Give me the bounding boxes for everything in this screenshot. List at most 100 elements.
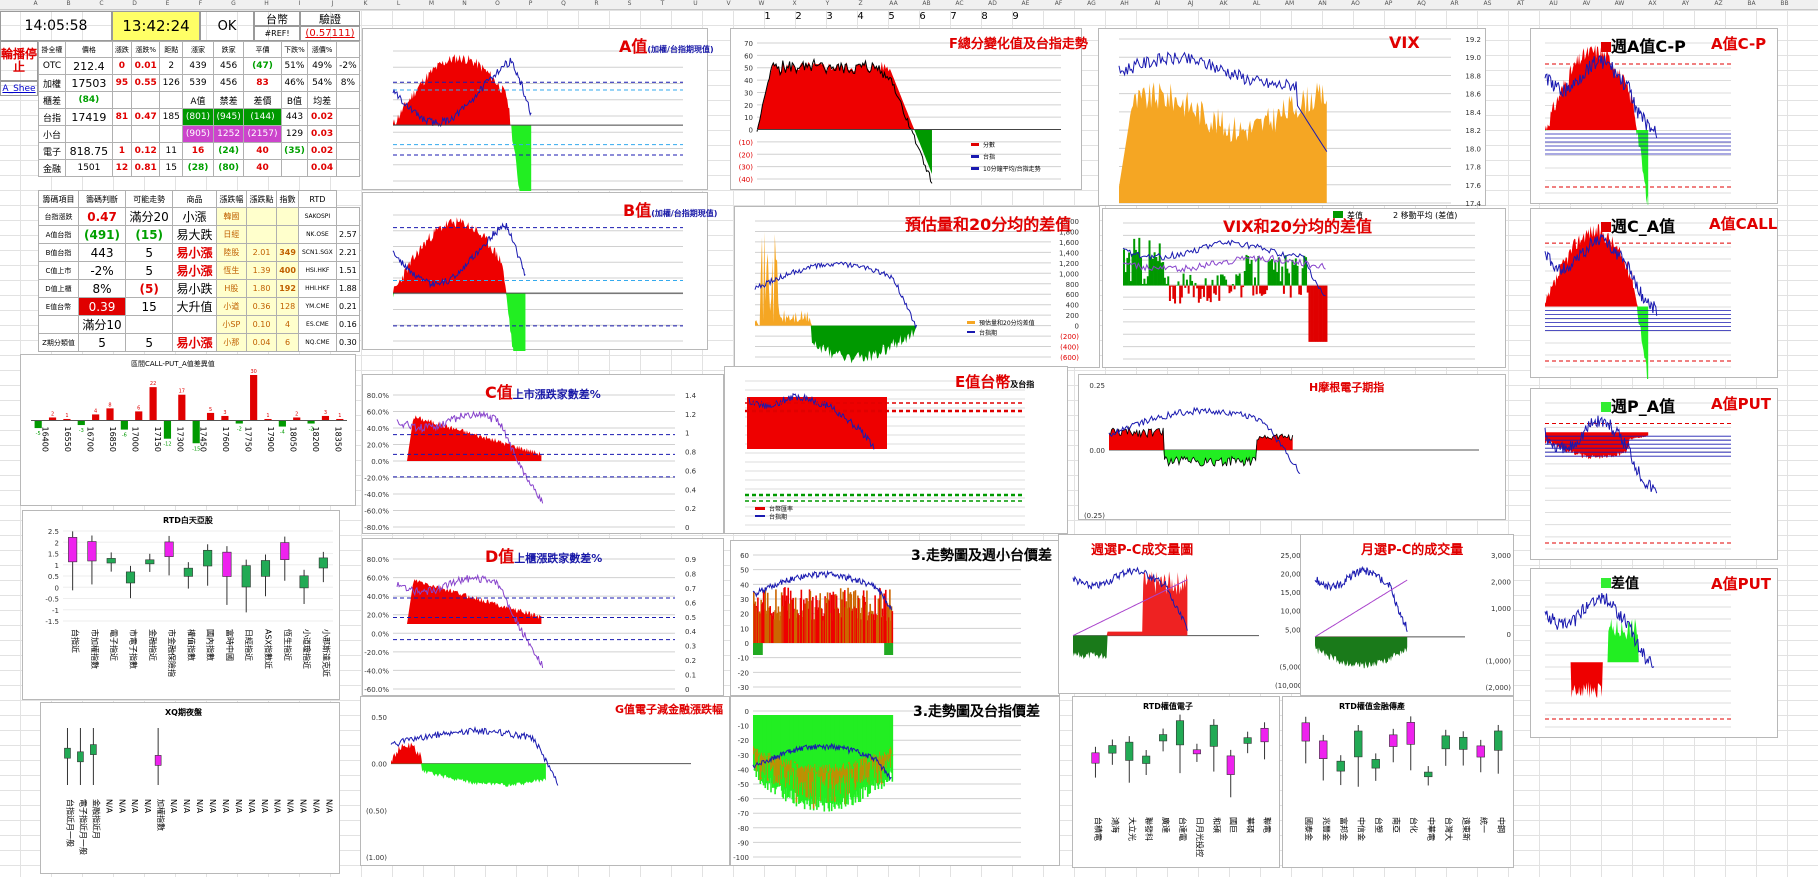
column-letter[interactable]: Z bbox=[858, 0, 863, 7]
column-letter[interactable]: AD bbox=[988, 0, 997, 7]
column-letter[interactable]: AI bbox=[1154, 0, 1161, 7]
diff-bar bbox=[754, 748, 757, 761]
signal-cell: 4 bbox=[276, 315, 300, 334]
axis-tick-label: 華碩 bbox=[1246, 817, 1256, 833]
diff-bar bbox=[806, 715, 808, 805]
diff-bar bbox=[822, 715, 825, 799]
diff-bar bbox=[852, 715, 854, 806]
data-label: 6 bbox=[137, 405, 140, 411]
column-letter[interactable]: AZ bbox=[1714, 0, 1723, 7]
column-letter[interactable]: H bbox=[264, 0, 269, 7]
axis-tick-label: 1.4 bbox=[685, 392, 697, 400]
page-number[interactable]: 9 bbox=[1012, 11, 1019, 22]
page-number[interactable]: 2 bbox=[795, 11, 802, 22]
diff-bar bbox=[779, 611, 781, 643]
column-letter[interactable]: AE bbox=[1021, 0, 1030, 7]
column-letter[interactable]: N bbox=[462, 0, 467, 7]
axis-tick-label: (1.00) bbox=[366, 854, 387, 862]
diff-bar bbox=[855, 715, 858, 792]
diff-bar bbox=[857, 715, 859, 795]
page-number[interactable]: 4 bbox=[857, 11, 864, 22]
candle-body bbox=[1354, 730, 1363, 758]
axis-tick-label: -1.5 bbox=[45, 618, 59, 626]
column-letter[interactable]: AN bbox=[1318, 0, 1327, 7]
column-letter[interactable]: AV bbox=[1582, 0, 1591, 7]
page-number[interactable]: 8 bbox=[981, 11, 988, 22]
diff-bar bbox=[1189, 274, 1192, 286]
column-letter[interactable]: D bbox=[132, 0, 137, 7]
sheet-link[interactable]: A_Shee bbox=[0, 81, 38, 96]
page-number[interactable]: 1 bbox=[764, 11, 771, 22]
column-letter[interactable]: I bbox=[298, 0, 301, 7]
ok-button[interactable]: OK bbox=[200, 11, 254, 41]
column-letter[interactable]: S bbox=[627, 0, 632, 7]
diff-bar bbox=[856, 618, 858, 643]
legend-swatch-icon bbox=[1601, 578, 1611, 588]
column-letter[interactable]: C bbox=[99, 0, 104, 7]
column-letter[interactable]: X bbox=[792, 0, 797, 7]
column-letter[interactable]: AJ bbox=[1187, 0, 1194, 7]
column-letter[interactable]: AB bbox=[922, 0, 931, 7]
diff-bar bbox=[770, 715, 772, 793]
column-letter[interactable]: J bbox=[331, 0, 334, 7]
diff-bar bbox=[857, 598, 860, 643]
data-label: 3 bbox=[223, 410, 226, 416]
column-letter[interactable]: K bbox=[363, 0, 368, 7]
diff-bar bbox=[1226, 285, 1229, 287]
column-letter[interactable]: AY bbox=[1681, 0, 1690, 7]
column-letter[interactable]: E bbox=[165, 0, 170, 7]
column-letter[interactable]: Y bbox=[825, 0, 830, 7]
column-letter[interactable]: BB bbox=[1780, 0, 1789, 7]
column-letter[interactable]: Q bbox=[561, 0, 566, 7]
diff-bar bbox=[838, 771, 840, 783]
column-letter[interactable]: AU bbox=[1549, 0, 1558, 7]
page-number[interactable]: 3 bbox=[826, 11, 833, 22]
quote-header-cell: 距點 bbox=[159, 41, 184, 58]
column-letter[interactable]: T bbox=[660, 0, 665, 7]
diff-bar bbox=[871, 715, 873, 786]
quote-cell: 129 bbox=[280, 125, 309, 143]
column-letter[interactable]: M bbox=[428, 0, 435, 7]
page-number[interactable]: 5 bbox=[888, 11, 895, 22]
column-letter[interactable]: R bbox=[594, 0, 599, 7]
column-letter[interactable]: AK bbox=[1219, 0, 1228, 7]
column-letter[interactable]: AO bbox=[1351, 0, 1360, 7]
rotate-stop-button[interactable]: 輪播停止 bbox=[0, 41, 38, 81]
column-letter[interactable]: AF bbox=[1054, 0, 1063, 7]
column-letter[interactable]: AX bbox=[1648, 0, 1657, 7]
page-number[interactable]: 6 bbox=[919, 11, 926, 22]
column-letter[interactable]: F bbox=[198, 0, 203, 7]
column-letter[interactable]: AS bbox=[1483, 0, 1492, 7]
column-letter[interactable]: AH bbox=[1120, 0, 1129, 7]
diff-bar bbox=[755, 605, 758, 643]
column-letter[interactable]: AG bbox=[1087, 0, 1096, 7]
column-letter[interactable]: AW bbox=[1614, 0, 1625, 7]
diff-bar bbox=[874, 715, 876, 791]
column-letter[interactable]: A bbox=[33, 0, 38, 7]
column-letter[interactable]: L bbox=[396, 0, 401, 7]
page-number[interactable]: 7 bbox=[950, 11, 957, 22]
column-letter[interactable]: O bbox=[495, 0, 500, 7]
column-letter[interactable]: AC bbox=[955, 0, 964, 7]
column-letter[interactable]: W bbox=[758, 0, 765, 7]
column-letter[interactable]: BA bbox=[1747, 0, 1756, 7]
axis-tick-label: -70 bbox=[738, 810, 749, 818]
column-letter[interactable]: AL bbox=[1252, 0, 1261, 7]
signal-cell: 0.30 bbox=[335, 333, 361, 352]
column-letter[interactable]: B bbox=[66, 0, 71, 7]
column-letter[interactable]: AP bbox=[1384, 0, 1393, 7]
column-letter[interactable]: P bbox=[528, 0, 533, 7]
column-letter[interactable]: AQ bbox=[1417, 0, 1426, 7]
column-letter[interactable]: U bbox=[693, 0, 698, 7]
diff-bar bbox=[1301, 268, 1304, 286]
diff-bar bbox=[799, 767, 802, 788]
column-letter[interactable]: G bbox=[231, 0, 236, 7]
column-letter[interactable]: V bbox=[726, 0, 731, 7]
diff-bar bbox=[891, 755, 894, 756]
column-letter[interactable]: AA bbox=[889, 0, 898, 7]
column-letter[interactable]: AR bbox=[1450, 0, 1459, 7]
column-letter[interactable]: AM bbox=[1284, 0, 1295, 7]
chart-monthly-pc-plot: 3,000 2,000 1,000 0 (1,000) (2,000) bbox=[1314, 552, 1511, 692]
column-letter[interactable]: AT bbox=[1516, 0, 1525, 7]
index-line bbox=[390, 726, 559, 786]
